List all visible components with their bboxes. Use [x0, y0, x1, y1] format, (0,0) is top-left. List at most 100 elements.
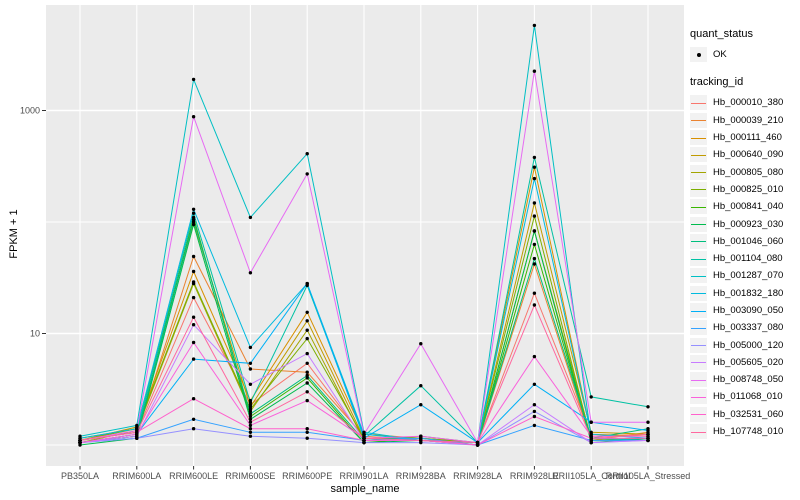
data-point [305, 381, 309, 385]
data-point [305, 370, 309, 374]
legend-line-swatch [691, 310, 706, 312]
data-point [248, 271, 253, 275]
legend-line-swatch [691, 137, 706, 139]
data-point [419, 342, 423, 346]
x-axis-title: sample_name [330, 483, 400, 495]
data-point [248, 430, 253, 434]
data-point [248, 345, 253, 350]
legend-item-label: Hb_000825_010 [713, 183, 784, 195]
legend-line-swatch [691, 396, 706, 398]
data-point [532, 256, 537, 261]
legend-item-Hb_000111_460: Hb_000111_460 [690, 129, 800, 146]
legend-key-box [690, 320, 707, 336]
data-point [248, 382, 253, 386]
data-point [135, 430, 139, 434]
legend-line-swatch [691, 241, 706, 243]
data-point [475, 443, 480, 447]
data-point [191, 220, 196, 224]
legend-key-box [690, 147, 707, 163]
legend-item-Hb_011068_010: Hb_011068_010 [690, 388, 800, 405]
data-point [191, 357, 196, 361]
legend-key-box [690, 303, 707, 318]
data-point [646, 428, 650, 433]
data-point [532, 69, 537, 73]
legend-item-Hb_005605_020: Hb_005605_020 [690, 354, 800, 371]
data-point [191, 315, 196, 319]
legend-item-Hb_000825_010: Hb_000825_010 [690, 181, 800, 198]
legend-item-Hb_005000_120: Hb_005000_120 [690, 336, 800, 353]
legend-item-label: Hb_001832_180 [713, 287, 784, 299]
data-point [475, 440, 480, 445]
legend-key-box [690, 372, 707, 388]
legend-item-Hb_001832_180: Hb_001832_180 [690, 285, 800, 302]
data-point [248, 215, 253, 220]
data-point [532, 354, 537, 359]
legend-item-Hb_001287_070: Hb_001287_070 [690, 267, 800, 284]
data-point [305, 361, 309, 365]
legend-item-label: Hb_000923_030 [713, 218, 784, 230]
legend-item-Hb_001046_060: Hb_001046_060 [690, 233, 800, 250]
legend-item-label: Hb_001287_070 [713, 270, 784, 282]
y-axis-title: FPKM + 1 [8, 209, 20, 259]
data-point [191, 295, 196, 300]
x-tick-label: RRIM901LA [339, 471, 388, 481]
legend-key-box [690, 112, 707, 128]
data-point [589, 395, 593, 399]
legend-line-swatch [691, 258, 706, 260]
x-tick-label: RRII105LA_Stressed [606, 471, 691, 481]
legend-line-swatch [691, 414, 706, 416]
legend-line-swatch [691, 206, 706, 208]
legend-tracking-rows: Hb_000010_380 Hb_000039_210 Hb_000111_460 H… [690, 94, 800, 440]
data-point [532, 201, 537, 205]
legend-item-label: Hb_008748_050 [713, 374, 784, 386]
legend-item-Hb_000841_040: Hb_000841_040 [690, 198, 800, 215]
data-point [305, 336, 309, 341]
data-point [305, 351, 309, 356]
data-point [419, 384, 423, 388]
legend-line-swatch [691, 120, 706, 122]
legend-key-box [690, 337, 707, 353]
legend-item-label: Hb_005000_120 [713, 339, 784, 351]
data-point [191, 280, 196, 284]
data-point [191, 340, 196, 345]
legend-key-box [690, 216, 707, 232]
legend-key-box [690, 268, 707, 284]
x-tick-label: RRIM600PE [282, 471, 332, 481]
legend-line-swatch [691, 224, 706, 226]
x-tick-label: RRIM600SE [225, 471, 275, 481]
legend-item-label: Hb_032531_060 [713, 408, 784, 420]
legend-line-swatch [691, 327, 706, 329]
legend-item-label: Hb_001046_060 [713, 235, 784, 247]
data-point [248, 412, 253, 416]
x-tick-label: RRIM600LA [112, 471, 161, 481]
legend-key-box [690, 199, 707, 215]
data-point [532, 414, 537, 419]
legend-line-swatch [691, 379, 706, 381]
x-tick-label: RRIM600LE [169, 471, 218, 481]
data-point [532, 423, 537, 428]
legend-item-Hb_000923_030: Hb_000923_030 [690, 215, 800, 232]
legend-item-label: Hb_000805_080 [713, 166, 784, 178]
data-point [305, 427, 309, 431]
data-point [305, 172, 309, 176]
data-point [191, 269, 196, 274]
data-point [532, 176, 537, 181]
legend-item-label: Hb_011068_010 [713, 391, 783, 403]
data-point [248, 367, 253, 371]
legend-key-box [690, 251, 707, 267]
data-point [191, 207, 196, 211]
legend-line-swatch [691, 172, 706, 174]
data-point [191, 427, 196, 431]
data-point [532, 242, 537, 247]
legend-item-Hb_032531_060: Hb_032531_060 [690, 406, 800, 423]
data-point [78, 438, 82, 443]
legend-item-Hb_000640_090: Hb_000640_090 [690, 146, 800, 163]
data-point [646, 436, 650, 440]
legend-key-box [690, 354, 707, 370]
data-point [362, 436, 366, 440]
data-point [305, 310, 309, 314]
legend-key-box [690, 285, 707, 301]
legend-item-Hb_003090_050: Hb_003090_050 [690, 302, 800, 319]
x-tick-label: PB350LA [61, 471, 99, 481]
